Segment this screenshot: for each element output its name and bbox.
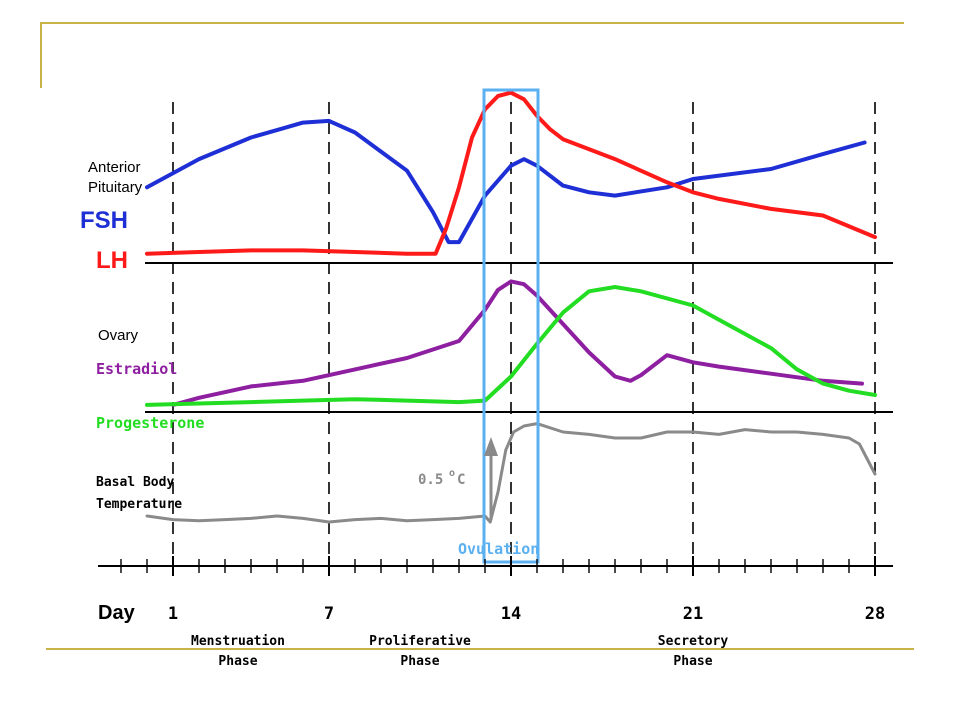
- top-frame-line: [40, 22, 904, 24]
- phase-sub-secretory: Phase: [673, 654, 712, 669]
- tick-label-day-14: 14: [501, 604, 521, 624]
- temperature-curve: [145, 422, 877, 524]
- degree-mark: o: [449, 468, 455, 479]
- phase-sub-menstruation: Phase: [218, 654, 257, 669]
- lh-curve: [145, 90, 877, 256]
- panel-dividers: [145, 262, 893, 413]
- phase-name-secretory: Secretory: [658, 634, 729, 649]
- temp-rise-value: 0.5: [418, 472, 443, 488]
- phase-sub-proliferative: Phase: [400, 654, 439, 669]
- bbt-label-line2: Temperature: [96, 497, 182, 512]
- ovary-label: Ovary: [98, 327, 139, 344]
- bottom-frame-line: [46, 648, 914, 650]
- tick-label-day-28: 28: [865, 604, 885, 624]
- anterior-label-line1: Anterior: [88, 159, 141, 176]
- temp-rise-label: 0.5 o C: [418, 468, 465, 488]
- progesterone-label: Progesterone: [96, 414, 204, 432]
- temp-rise-arrow: [484, 437, 498, 520]
- day-minor-ticks: [120, 556, 876, 576]
- anterior-label-line2: Pituitary: [88, 179, 143, 196]
- phase-name-proliferative: Proliferative: [369, 634, 471, 649]
- progesterone-curve: [145, 285, 877, 407]
- day-gridlines: [172, 102, 876, 562]
- fsh-curve: [145, 118, 867, 245]
- tick-label-day-7: 7: [324, 604, 334, 624]
- bbt-label-line1: Basal Body: [96, 475, 174, 490]
- tick-label-day-21: 21: [683, 604, 703, 624]
- left-frame-line: [40, 22, 42, 88]
- ovulation-label: Ovulation: [458, 540, 539, 558]
- fsh-label: FSH: [80, 207, 128, 234]
- day-axis-label: Day: [98, 602, 136, 624]
- lh-label: LH: [96, 247, 128, 274]
- phase-labels: Menstruation Phase Proliferative Phase Secre…: [191, 634, 728, 669]
- temp-rise-unit: C: [457, 472, 465, 488]
- day-axis: 1 7 14 21 28: [98, 556, 893, 624]
- day-tick-labels: 1 7 14 21 28: [168, 604, 885, 624]
- tick-label-day-1: 1: [168, 604, 178, 624]
- estradiol-label: Estradiol: [96, 360, 177, 378]
- phase-name-menstruation: Menstruation: [191, 634, 285, 649]
